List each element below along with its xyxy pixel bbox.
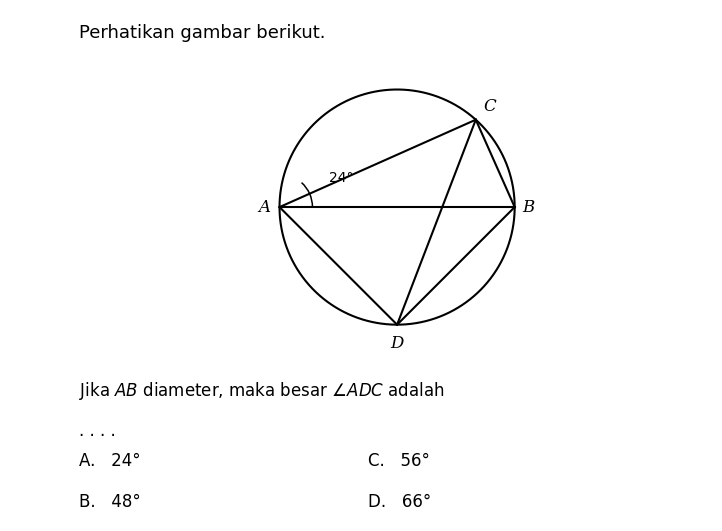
Text: . . . .: . . . . (79, 422, 116, 440)
Text: Perhatikan gambar berikut.: Perhatikan gambar berikut. (79, 24, 326, 42)
Text: D.   66°: D. 66° (368, 493, 432, 511)
Text: C.   56°: C. 56° (368, 452, 430, 470)
Text: Jika $AB$ diameter, maka besar $\angle ADC$ adalah: Jika $AB$ diameter, maka besar $\angle A… (79, 380, 445, 401)
Text: 24°: 24° (329, 171, 354, 185)
Text: B.   48°: B. 48° (79, 493, 142, 511)
Text: B: B (522, 199, 534, 216)
Text: D: D (391, 336, 404, 353)
Text: C: C (484, 98, 496, 115)
Text: A: A (258, 199, 270, 216)
Text: A.   24°: A. 24° (79, 452, 141, 470)
